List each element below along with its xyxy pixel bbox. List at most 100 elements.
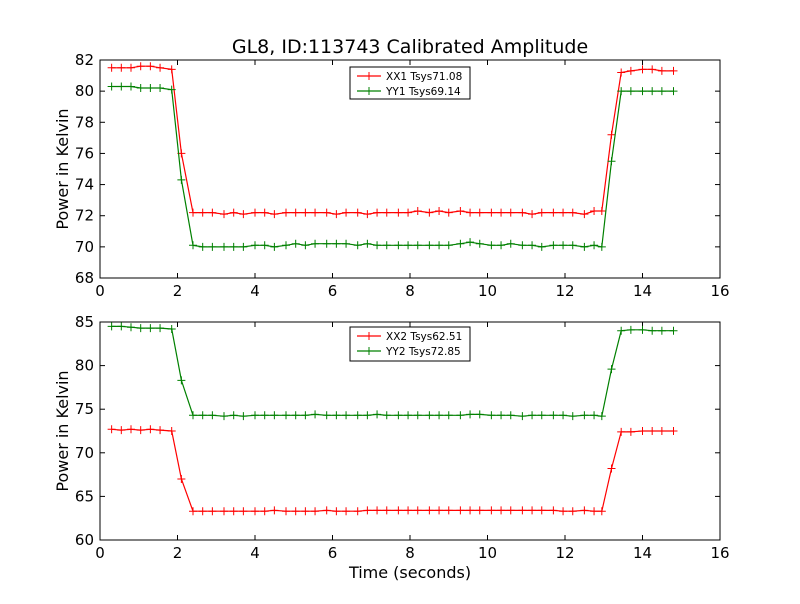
data-point [251,507,259,516]
legend-marker [365,72,373,80]
data-point [466,506,475,515]
data-point [435,506,444,515]
data-point [657,326,666,335]
data-point [177,376,186,385]
data-point [382,506,391,515]
data-point [117,63,126,72]
data-point [413,411,422,420]
data-point [353,507,362,516]
data-point [167,65,176,74]
data-point [456,506,465,515]
data-point [597,242,606,251]
data-point [497,411,506,420]
x-tick-label: 8 [405,282,415,300]
data-point [537,506,546,515]
data-point [394,411,403,420]
data-point [363,506,372,515]
data-point [617,427,626,436]
data-point [156,84,165,93]
data-point [251,411,259,420]
data-point [607,130,616,139]
data-point [311,208,320,217]
data-point [311,239,320,248]
x-tick-label: 2 [173,282,183,300]
data-point [617,68,626,77]
data-point [648,427,657,435]
data-point [648,87,657,96]
data-point [322,208,331,217]
data-point [657,87,666,96]
data-point [156,63,165,72]
data-point [146,62,155,71]
data-point [373,241,382,250]
data-point [342,239,351,248]
data-point [282,411,290,420]
data-point [260,411,269,420]
data-point [282,208,290,217]
data-point [568,412,577,421]
x-axis-label: Time (seconds) [348,563,471,582]
data-point [127,425,135,434]
y-tick-label: 75 [75,400,94,418]
data-point [590,241,599,250]
data-point [506,411,515,420]
x-tick-label: 0 [95,282,105,300]
data-point [189,507,197,516]
data-point [198,411,207,420]
legend-label: XX2 Tsys62.51 [386,331,462,343]
data-point [363,239,372,248]
y-tick-label: 74 [75,176,94,194]
data-point [208,242,217,251]
data-point [229,507,238,516]
data-point [638,87,647,96]
data-point [528,506,537,515]
data-point [456,411,465,420]
data-point [404,506,413,515]
y-tick-label: 85 [75,313,94,331]
x-tick-label: 6 [328,282,338,300]
y-tick-label: 60 [75,531,94,549]
data-point [497,208,506,217]
data-point [260,241,269,250]
y-axis-label: Power in Kelvin [53,370,72,491]
data-point [167,324,176,333]
data-point [189,411,197,420]
data-point [167,427,176,435]
data-point [146,84,155,93]
x-tick-label: 16 [710,544,729,562]
y-tick-label: 70 [75,444,94,462]
data-point [626,427,635,436]
data-point [363,411,372,420]
data-point [270,411,279,420]
data-point [220,242,228,251]
legend-box [349,66,471,100]
data-point [413,241,422,250]
x-tick-label: 0 [95,544,105,562]
y-tick-label: 80 [75,82,94,100]
x-tick-label: 14 [633,282,652,300]
legend-box [349,326,471,362]
data-point [342,507,351,516]
data-point [638,427,647,435]
data-point [648,65,657,74]
data-point [580,210,589,219]
data-point [353,411,362,420]
data-point [117,82,126,91]
x-tick-label: 4 [250,544,260,562]
data-point [229,208,238,217]
data-point [107,322,116,331]
data-point [580,411,589,420]
data-point [597,507,606,516]
data-point [107,82,116,91]
data-point [394,241,403,250]
data-point [559,208,568,217]
legend-marker [365,332,373,340]
x-tick-label: 12 [555,282,574,300]
data-point [425,411,434,420]
data-point [435,411,444,420]
data-point [311,507,320,516]
legend-label: XX1 Tsys71.08 [386,71,462,83]
y-tick-label: 72 [75,207,94,225]
